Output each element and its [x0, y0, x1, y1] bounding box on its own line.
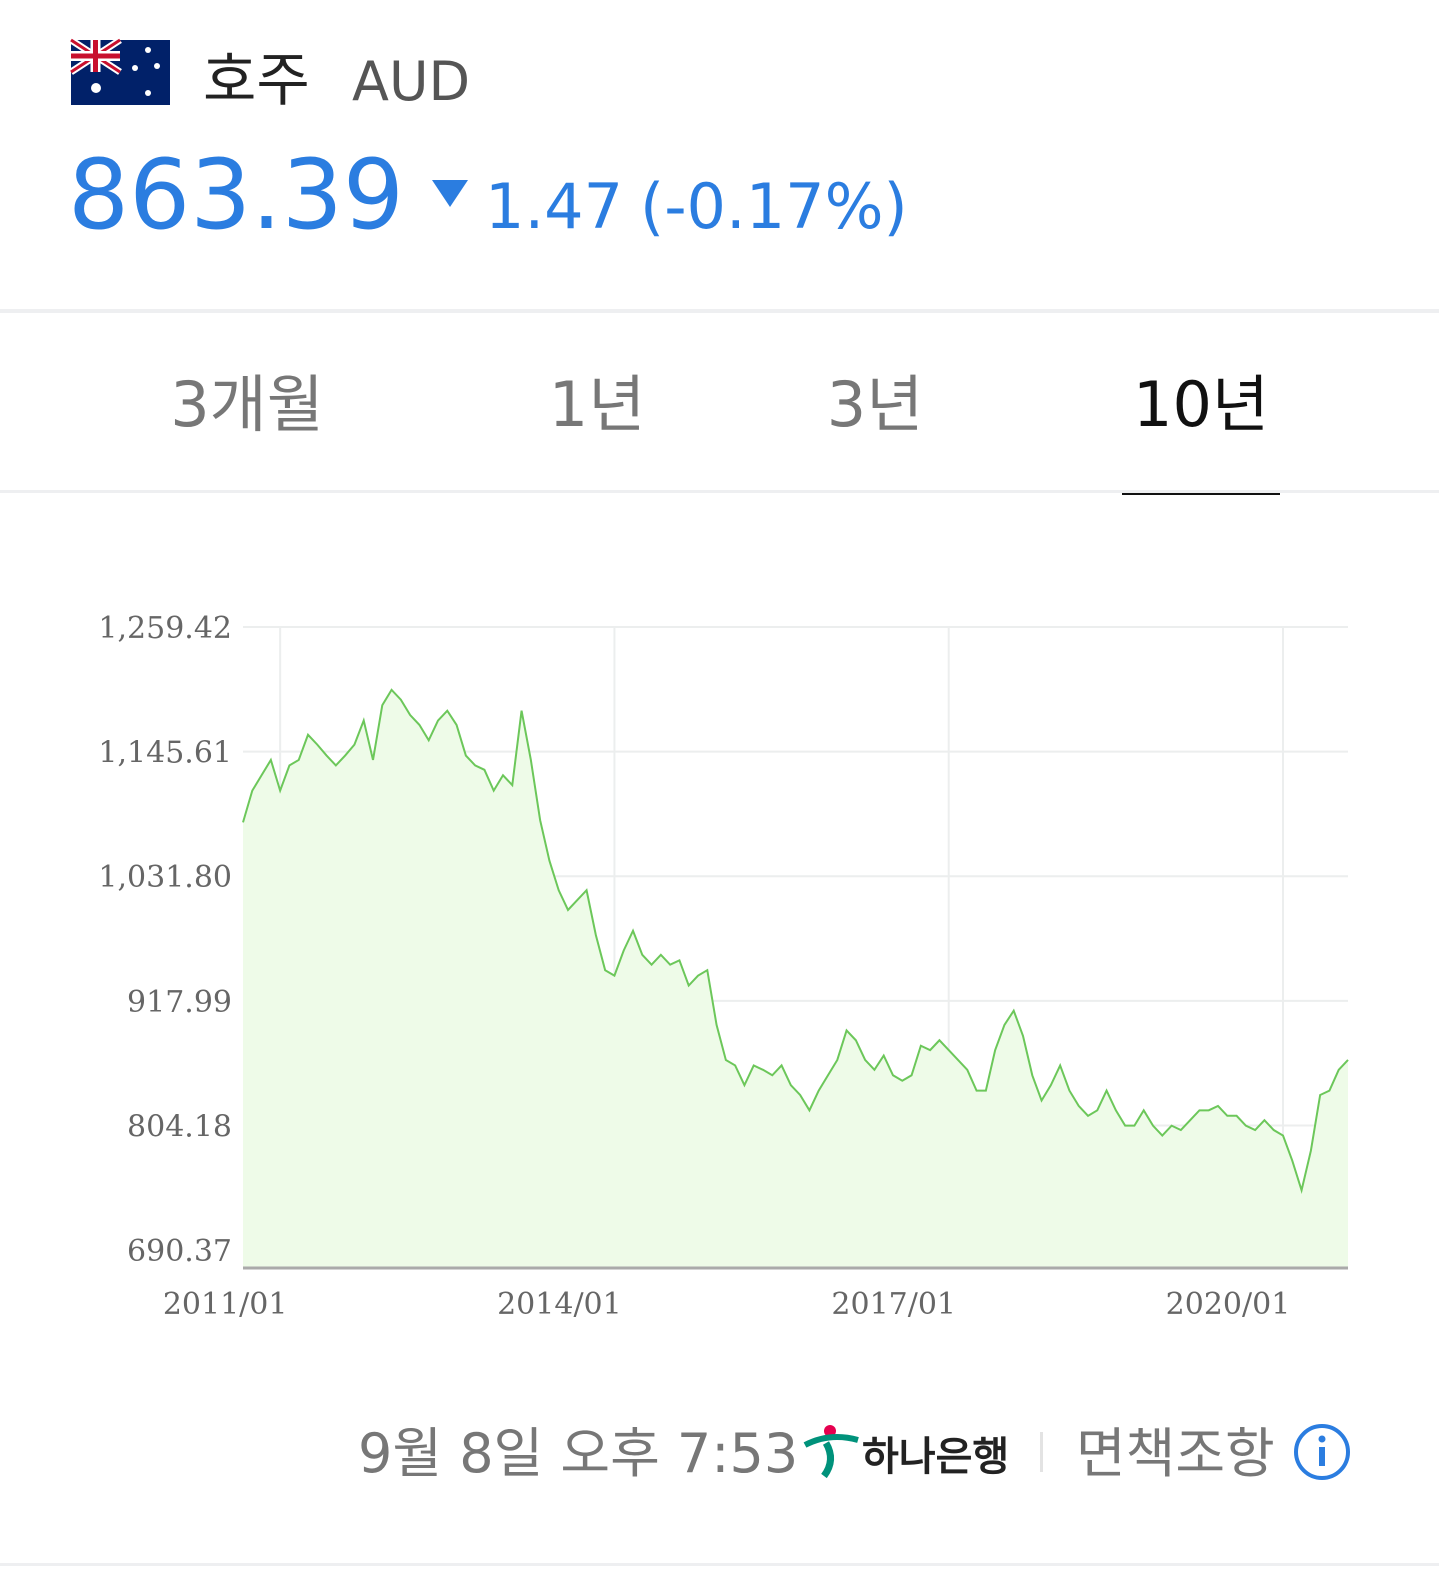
tab[interactable]: 3년 — [827, 368, 924, 441]
tabs: 3개월 1년 3년 10년 — [170, 368, 1280, 495]
tab[interactable]: 10년 — [1133, 368, 1269, 441]
tab[interactable]: 1년 — [549, 368, 646, 441]
timestamp: 9월 8일 오후 7:53 — [358, 1422, 798, 1485]
divider — [0, 490, 1439, 493]
x-tick-label: 2014/01 — [497, 1287, 622, 1322]
bank-name: 하나은행 — [862, 1434, 1009, 1480]
x-tick-label: 2020/01 — [1166, 1287, 1291, 1322]
divider — [0, 1563, 1439, 1566]
bank-logo — [803, 1425, 859, 1479]
x-tick-label: 2017/01 — [831, 1287, 956, 1322]
currency-name: 호주 — [203, 46, 310, 114]
info-icon[interactable] — [1294, 1424, 1350, 1480]
separator — [1040, 1432, 1043, 1472]
y-tick-label: 1,031.80 — [98, 860, 232, 895]
y-tick-label: 1,259.42 — [98, 611, 232, 646]
disclaimer[interactable]: 면책조항 — [1076, 1422, 1275, 1485]
y-tick-label: 1,145.61 — [98, 736, 232, 771]
change-pct: (-0.17%) — [640, 170, 908, 243]
y-tick-label: 917.99 — [127, 985, 232, 1020]
x-tick-label: 2011/01 — [163, 1287, 288, 1322]
down-arrow — [432, 180, 468, 207]
y-tick-label: 690.37 — [127, 1234, 232, 1269]
divider — [0, 309, 1439, 313]
area — [243, 689, 1348, 1268]
tab[interactable]: 3개월 — [170, 368, 324, 441]
y-tick-label: 804.18 — [127, 1109, 232, 1144]
change: 1.47 — [485, 170, 623, 243]
line — [242, 688, 1349, 1195]
price: 863.39 — [68, 139, 404, 251]
chart: 1,259.42 1,145.61 1,031.80 917.99 804.18 690.… — [98, 611, 1349, 1322]
flag — [69, 37, 170, 105]
currency-code: AUD — [352, 50, 470, 113]
